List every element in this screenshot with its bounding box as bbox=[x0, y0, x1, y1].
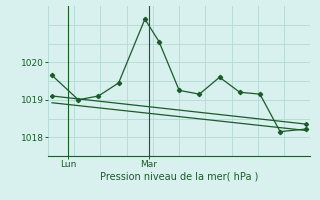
X-axis label: Pression niveau de la mer( hPa ): Pression niveau de la mer( hPa ) bbox=[100, 172, 258, 182]
